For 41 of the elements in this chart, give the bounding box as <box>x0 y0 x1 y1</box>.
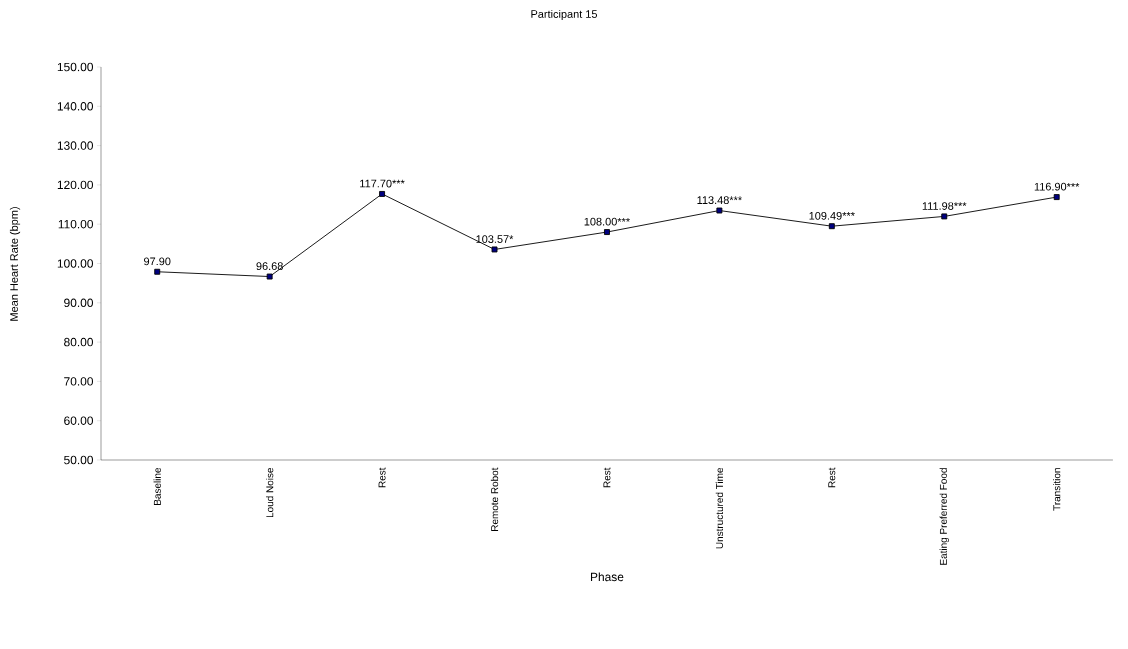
x-tick-label: Rest <box>828 467 836 488</box>
y-tick-label: 120.00 <box>57 180 94 190</box>
point <box>1053 194 1060 201</box>
y-axis-title: Mean Heart Rate (bpm) <box>9 207 21 321</box>
point <box>604 229 610 235</box>
point <box>941 213 948 220</box>
point <box>266 273 273 280</box>
data-label: 113.48*** <box>697 196 742 204</box>
y-tick-label: 80.00 <box>64 337 94 347</box>
y-tick-label: 140.00 <box>57 102 94 111</box>
data-label: 96.68 <box>256 262 283 271</box>
x-tick-label: Rest <box>603 467 611 488</box>
x-tick-label: Unstructured Time <box>715 467 724 549</box>
point <box>828 223 835 230</box>
x-tick-label: Rest <box>378 467 386 488</box>
x-tick-label: Loud Noise <box>265 467 274 518</box>
point <box>491 246 498 253</box>
data-label: 103.57* <box>476 235 514 243</box>
y-tick-label: 50.00 <box>64 455 94 465</box>
data-label: 97.90 <box>144 257 171 266</box>
y-tick-label: 70.00 <box>64 377 94 386</box>
data-label: 108.00*** <box>584 217 630 226</box>
point <box>716 207 723 214</box>
x-tick-label: Baseline <box>153 467 161 505</box>
y-tick-label: 100.00 <box>57 259 94 268</box>
data-label: 117.70*** <box>360 179 405 188</box>
point <box>154 268 161 275</box>
y-tick-label: 130.00 <box>57 141 94 150</box>
y-tick-label: 60.00 <box>64 416 94 425</box>
y-tick-label: 110.00 <box>58 219 94 229</box>
data-label: 116.90*** <box>1034 182 1080 191</box>
data-label: 109.49*** <box>809 211 855 220</box>
data-label: 111.98*** <box>922 202 967 210</box>
x-tick-label: Remote Robot <box>490 467 499 531</box>
x-tick-label: Eating Preferred Food <box>939 468 949 565</box>
x-tick-label: Transition <box>1053 468 1061 511</box>
chart-title: Participant 15 <box>531 9 598 21</box>
y-tick-label: 150.00 <box>57 62 94 72</box>
y-tick-label: 90.00 <box>64 298 94 308</box>
point <box>379 190 386 197</box>
x-axis-title: Phase <box>590 572 624 582</box>
